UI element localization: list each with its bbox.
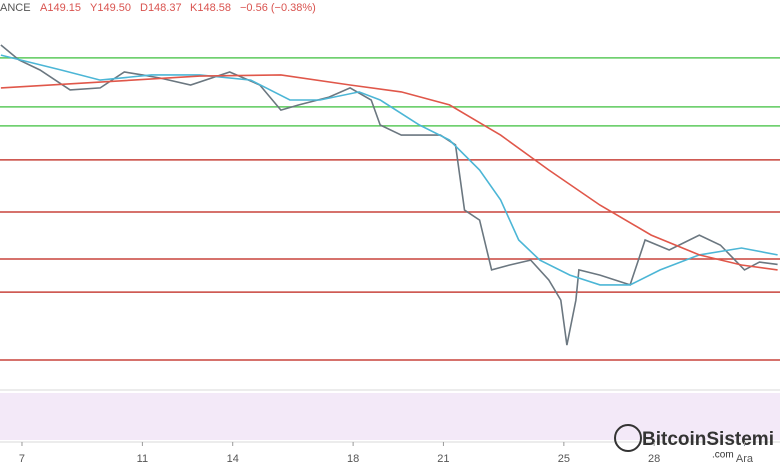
low: D148.37 — [140, 2, 182, 14]
rsi-panel — [0, 393, 780, 440]
watermark: BitcoinSistemi .com — [614, 424, 774, 461]
x-tick-label: Ara — [736, 453, 754, 465]
x-tick-label: 11 — [137, 453, 148, 465]
series-line — [0, 54, 778, 286]
high: Y149.50 — [90, 2, 131, 14]
logo — [614, 424, 642, 452]
close: K148.58 — [190, 2, 231, 14]
change: −0.56 (−0.38%) — [240, 2, 316, 14]
x-tick-label: 25 — [558, 453, 570, 465]
x-tick-label: 14 — [227, 453, 239, 465]
x-tick-label: 18 — [347, 453, 359, 465]
watermark-name: BitcoinSistemi — [642, 429, 774, 450]
x-tick-label: 21 — [437, 453, 449, 465]
symbol: ANCE — [0, 2, 31, 14]
open: A149.15 — [40, 2, 81, 14]
x-tick-label: 7 — [19, 453, 25, 465]
series-line — [0, 74, 778, 271]
header: ANCE A149.15 Y149.50 D148.37 K148.58 −0.… — [0, 2, 316, 14]
x-tick-label: 28 — [648, 453, 660, 465]
watermark-suffix: .com — [712, 450, 734, 461]
